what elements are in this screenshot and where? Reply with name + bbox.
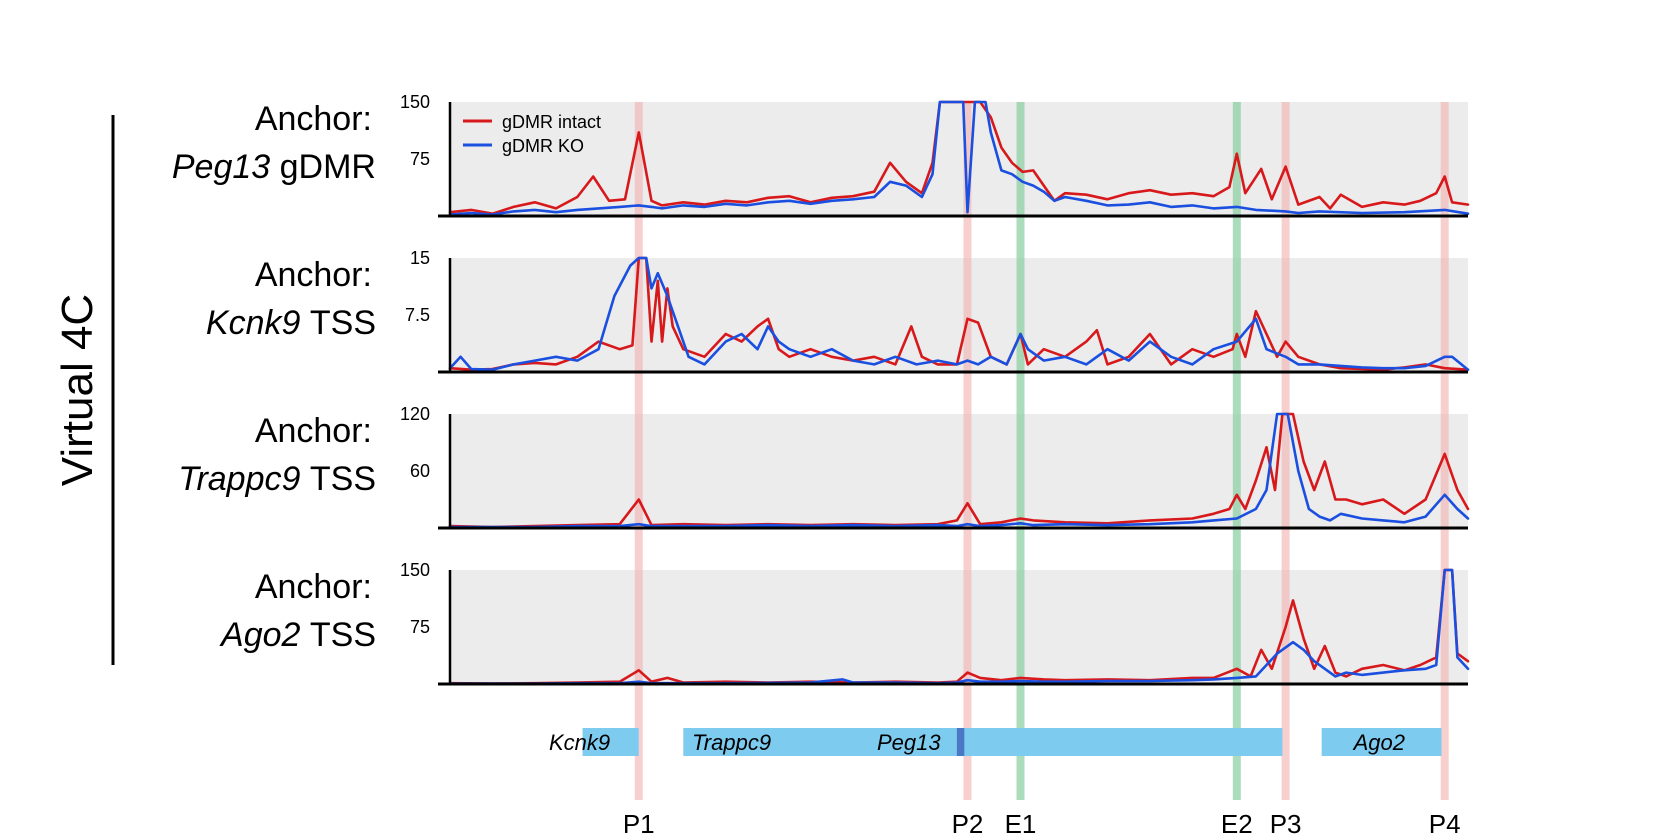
marker-labels: P1 P2 E1 E2 P3 P4 bbox=[623, 809, 1461, 839]
anchor-label-kcnk9: Anchor: bbox=[255, 256, 372, 294]
series-lines bbox=[448, 100, 1470, 685]
anchor-gene-name: Kcnk9 bbox=[206, 304, 301, 342]
ytick-label-peg13-0: 150 bbox=[400, 92, 430, 112]
gene-label-peg13: Peg13 bbox=[877, 730, 941, 755]
series-line-kcnk9-ko bbox=[448, 256, 1470, 371]
gene-bar-ago2 bbox=[1321, 728, 1442, 756]
marker-label-p4: P4 bbox=[1429, 809, 1461, 839]
panel-backgrounds bbox=[450, 102, 1468, 684]
anchor-gene-peg13: Peg13 gDMR bbox=[172, 148, 376, 186]
gene-track: Kcnk9 Trappc9 Peg13 Ago2 bbox=[549, 728, 1442, 756]
marker-band-p2 bbox=[963, 102, 972, 800]
marker-label-p3: P3 bbox=[1270, 809, 1302, 839]
anchor-gene-name: Ago2 bbox=[219, 616, 300, 654]
panel-background-trappc9 bbox=[450, 414, 1468, 528]
anchor-gene-suffix: TSS bbox=[300, 460, 376, 498]
series-line-trappc9-intact bbox=[448, 412, 1470, 529]
panel-background-peg13 bbox=[450, 102, 1468, 216]
side-label: Virtual 4C bbox=[53, 294, 102, 486]
anchor-gene-name: Trappc9 bbox=[178, 460, 300, 498]
marker-band-p4 bbox=[1440, 102, 1449, 800]
legend-label-intact: gDMR intact bbox=[502, 112, 601, 132]
marker-band-e1 bbox=[1016, 102, 1025, 800]
marker-band-p3 bbox=[1281, 102, 1290, 800]
anchor-label-peg13: Anchor: bbox=[255, 100, 372, 138]
anchor-gene-suffix: TSS bbox=[300, 304, 376, 342]
anchor-label-trappc9: Anchor: bbox=[255, 412, 372, 450]
series-line-peg13-ko bbox=[448, 100, 1470, 216]
anchor-gene-kcnk9: Kcnk9 TSS bbox=[206, 304, 376, 342]
anchor-label-ago2: Anchor: bbox=[255, 568, 372, 606]
anchor-gene-suffix: TSS bbox=[300, 616, 376, 654]
axes: 150 75 15 7.5 120 60 150 75 bbox=[400, 92, 1468, 686]
ytick-label-trappc9-1: 60 bbox=[410, 461, 430, 481]
panel-background-ago2 bbox=[450, 570, 1468, 684]
legend-label-ko: gDMR KO bbox=[502, 136, 584, 156]
gene-label-trappc9: Trappc9 bbox=[692, 730, 771, 755]
ytick-label-ago2-0: 150 bbox=[400, 560, 430, 580]
marker-band-e2 bbox=[1232, 102, 1241, 800]
gene-bar-peg13 bbox=[956, 728, 965, 756]
legend: gDMR intact gDMR KO bbox=[463, 112, 601, 156]
gene-bar-trappc9 bbox=[683, 728, 1283, 756]
series-line-peg13-intact bbox=[448, 100, 1470, 215]
marker-label-p2: P2 bbox=[952, 809, 984, 839]
marker-bands bbox=[634, 102, 1449, 800]
marker-label-e1: E1 bbox=[1005, 809, 1037, 839]
series-line-trappc9-ko bbox=[448, 412, 1470, 529]
anchor-gene-trappc9: Trappc9 TSS bbox=[178, 460, 376, 498]
marker-label-e2: E2 bbox=[1221, 809, 1253, 839]
ytick-label-peg13-1: 75 bbox=[410, 149, 430, 169]
ytick-label-ago2-1: 75 bbox=[410, 617, 430, 637]
ytick-label-kcnk9-1: 7.5 bbox=[405, 305, 430, 325]
marker-band-p1 bbox=[634, 102, 643, 800]
marker-label-p1: P1 bbox=[623, 809, 655, 839]
gene-bar-kcnk9 bbox=[582, 728, 639, 756]
ytick-label-trappc9-0: 120 bbox=[400, 404, 430, 424]
ytick-label-kcnk9-0: 15 bbox=[410, 248, 430, 268]
gene-label-kcnk9: Kcnk9 bbox=[549, 730, 610, 755]
gene-label-ago2: Ago2 bbox=[1352, 730, 1405, 755]
anchor-labels: Anchor: Peg13 gDMR Anchor: Kcnk9 TSS Anchor:… bbox=[172, 100, 376, 654]
anchor-gene-name: Peg13 bbox=[172, 148, 270, 186]
anchor-gene-ago2: Ago2 TSS bbox=[219, 616, 376, 654]
anchor-gene-suffix: gDMR bbox=[270, 148, 376, 186]
